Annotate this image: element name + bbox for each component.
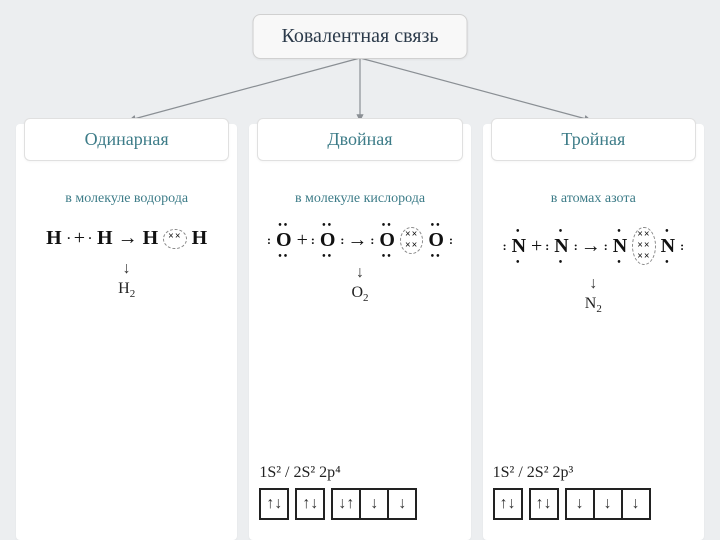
- orbital-group: ↑↓: [529, 488, 559, 520]
- electron-dot: :: [340, 233, 344, 248]
- config-text: 1S² / 2S² 2p⁴: [259, 464, 340, 482]
- orbital-cell: ↓: [361, 488, 389, 520]
- orbital-group: ↑↓: [493, 488, 523, 520]
- orbital-cell: ↑↓: [259, 488, 289, 520]
- atom-symbol: H: [141, 227, 161, 250]
- orbital-group: ↑↓: [259, 488, 289, 520]
- main-title: Ковалентная связь: [253, 14, 468, 59]
- electron-dot: :: [680, 239, 684, 254]
- down-arrow-icon: ↓: [123, 260, 131, 278]
- column-header: Одинарная: [24, 118, 230, 161]
- operator: →: [581, 235, 601, 258]
- orbital-group: ↓↑↓↓: [331, 488, 417, 520]
- shared-pair-oval: ××: [163, 229, 186, 249]
- shared-pair-oval: ××××: [400, 227, 423, 254]
- column-1: Двойнаяв молекуле кислорода:O••••+:O••••…: [249, 124, 470, 540]
- orbital-boxes: ↑↓↑↓↓↑↓↓: [259, 488, 417, 520]
- electron-dot: :: [574, 239, 578, 254]
- atom-symbol: N••: [510, 235, 528, 258]
- orbital-group: ↑↓: [295, 488, 325, 520]
- config-text: 1S² / 2S² 2p³: [493, 464, 574, 482]
- orbital-cell: ↓: [623, 488, 651, 520]
- orbital-cell: ↑↓: [493, 488, 523, 520]
- column-0: Одинарнаяв молекуле водородаH·+·H→H××H↓H…: [16, 124, 237, 540]
- electron-config: 1S² / 2S² 2p³↑↓↑↓↓↓↓: [483, 464, 704, 520]
- atom-symbol: O••••: [318, 229, 338, 252]
- atom-symbol: O••••: [274, 229, 294, 252]
- atom-symbol: N••: [659, 235, 677, 258]
- column-subtitle: в атомах азота: [551, 191, 636, 207]
- orbital-cell: ↓: [565, 488, 595, 520]
- orbital-boxes: ↑↓↑↓↓↓↓: [493, 488, 651, 520]
- electron-dot: :: [370, 233, 374, 248]
- atom-symbol: O••••: [377, 229, 397, 252]
- orbital-cell: ↑↓: [295, 488, 325, 520]
- electron-dot: :: [267, 233, 271, 248]
- operator: →: [118, 227, 138, 250]
- operator: →: [347, 229, 367, 252]
- atom-symbol: N••: [552, 235, 570, 258]
- molecule-label: H2: [118, 280, 135, 300]
- bond-formula: H·+·H→H××H: [44, 227, 209, 250]
- bond-formula: :O••••+:O••••:→:O••••××××O••••:: [267, 227, 453, 254]
- down-arrow-icon: ↓: [589, 275, 597, 293]
- atom-symbol: H: [190, 227, 210, 250]
- orbital-cell: ↓: [389, 488, 417, 520]
- electron-dot: ·: [88, 231, 92, 246]
- column-subtitle: в молекуле водорода: [65, 191, 188, 207]
- bond-formula: :N••+:N••:→:N••××××××N••:: [503, 227, 685, 265]
- atom-symbol: N••: [611, 235, 629, 258]
- atom-symbol: H: [44, 227, 64, 250]
- electron-dot: ·: [67, 231, 71, 246]
- electron-dot: :: [604, 239, 608, 254]
- shared-pair-oval: ××××××: [632, 227, 655, 265]
- columns-container: Одинарнаяв молекуле водородаH·+·H→H××H↓H…: [16, 124, 704, 540]
- atom-symbol: H: [95, 227, 115, 250]
- molecule-label: N2: [585, 295, 602, 315]
- orbital-group: ↓↓↓: [565, 488, 651, 520]
- electron-config: 1S² / 2S² 2p⁴↑↓↑↓↓↑↓↓: [249, 464, 470, 520]
- electron-dot: :: [449, 233, 453, 248]
- column-subtitle: в молекуле кислорода: [295, 191, 425, 207]
- down-arrow-icon: ↓: [356, 264, 364, 282]
- operator: +: [297, 229, 308, 252]
- electron-dot: :: [503, 239, 507, 254]
- operator: +: [74, 227, 85, 250]
- column-header: Тройная: [491, 118, 697, 161]
- orbital-cell: ↑↓: [529, 488, 559, 520]
- electron-dot: :: [545, 239, 549, 254]
- column-header: Двойная: [257, 118, 463, 161]
- electron-dot: :: [311, 233, 315, 248]
- column-2: Тройнаяв атомах азота:N••+:N••:→:N••××××…: [483, 124, 704, 540]
- orbital-cell: ↓↑: [331, 488, 361, 520]
- operator: +: [531, 235, 542, 258]
- atom-symbol: O••••: [426, 229, 446, 252]
- orbital-cell: ↓: [595, 488, 623, 520]
- molecule-label: O2: [351, 284, 368, 304]
